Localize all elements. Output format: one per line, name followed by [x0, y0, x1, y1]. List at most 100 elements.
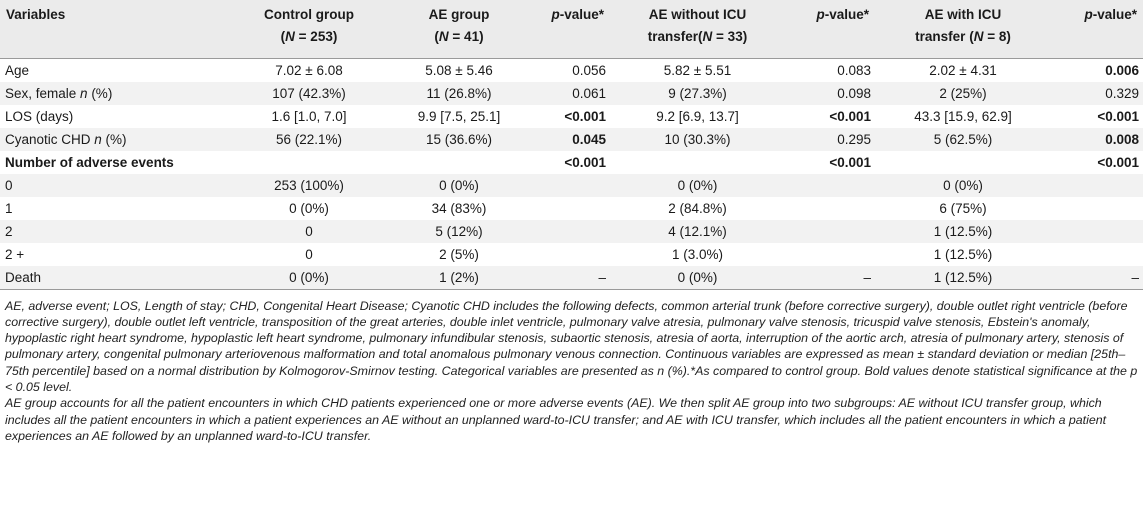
cell-ae: 1 (2%) — [439, 269, 479, 285]
table-row: Number of adverse events <0.001 <0.001 <0.0… — [0, 150, 1143, 174]
cell-variable: 2 — [5, 223, 13, 239]
cell-variable: Sex, female n (%) — [5, 85, 113, 101]
header-control-group: Control group (N = 253) — [224, 0, 394, 58]
cell-pvalue-noicu: 0.098 — [837, 85, 871, 101]
cell-ae: 15 (36.6%) — [425, 131, 493, 147]
cell-pvalue-ae: – — [598, 269, 606, 285]
cell-ae-noicu: 1 (3.0%) — [671, 246, 724, 262]
cell-pvalue-noicu: 0.295 — [837, 131, 871, 147]
cell-ae-icu: 43.3 [15.9, 62.9] — [914, 108, 1012, 124]
cell-ae — [394, 151, 524, 174]
cell-pvalue-icu: <0.001 — [1097, 154, 1139, 170]
table-header-row: Variables Control group (N = 253) AE gro… — [0, 0, 1143, 58]
cell-control: 1.6 [1.0, 7.0] — [271, 108, 347, 124]
cell-pvalue-ae — [524, 174, 610, 197]
cell-pvalue-icu — [1051, 220, 1143, 243]
header-ae-icu-n: transfer (N = 8) — [915, 29, 1011, 44]
cell-ae-icu: 1 (12.5%) — [933, 223, 993, 239]
cell-variable: 1 — [5, 200, 13, 216]
cell-pvalue-noicu — [785, 220, 875, 243]
cell-pvalue-noicu: <0.001 — [829, 154, 871, 170]
cell-pvalue-ae: <0.001 — [564, 154, 606, 170]
cell-ae-noicu: 10 (30.3%) — [664, 131, 731, 147]
cell-ae-noicu: 0 (0%) — [677, 177, 718, 193]
header-control-n: (N = 253) — [280, 29, 338, 44]
cell-pvalue-ae: 0.056 — [572, 62, 606, 78]
table-row: Sex, female n (%) 107 (42.3%) 11 (26.8%) 0.… — [0, 81, 1143, 105]
cell-variable: LOS (days) — [5, 108, 74, 124]
cell-ae: 34 (83%) — [431, 200, 487, 216]
cell-pvalue-ae: 0.045 — [572, 131, 606, 147]
cell-ae-icu: 6 (75%) — [939, 200, 987, 216]
header-ae-group: AE group (N = 41) — [394, 0, 524, 58]
table-row: 2 + 0 2 (5%) 1 (3.0%) 1 (12.5%) — [0, 242, 1143, 266]
cell-control: 0 — [305, 246, 313, 262]
header-ae-n: (N = 41) — [434, 29, 484, 44]
header-pvalue-3: p-value* — [1084, 7, 1137, 22]
cell-variable: 2 + — [5, 246, 25, 262]
cell-control: 253 (100%) — [274, 177, 344, 193]
cell-ae-noicu: 9.2 [6.9, 13.7] — [656, 108, 739, 124]
header-ae-with-icu: AE with ICU transfer (N = 8) — [875, 0, 1051, 58]
cell-pvalue-icu: 0.329 — [1105, 85, 1139, 101]
cell-control: 107 (42.3%) — [272, 85, 346, 101]
cell-ae-icu: 1 (12.5%) — [933, 246, 993, 262]
cell-pvalue-icu — [1051, 243, 1143, 266]
cell-ae-noicu: 9 (27.3%) — [668, 85, 727, 101]
cell-pvalue-icu: – — [1131, 269, 1139, 285]
cell-ae-icu: 0 (0%) — [943, 177, 983, 193]
cell-pvalue-icu: <0.001 — [1097, 108, 1139, 124]
cell-pvalue-noicu — [785, 174, 875, 197]
header-ae-noicu-n: transfer(N = 33) — [647, 29, 748, 44]
cell-control: 7.02 ± 6.08 — [275, 62, 343, 78]
cell-ae-noicu: 0 (0%) — [677, 269, 718, 285]
cell-ae: 2 (5%) — [439, 246, 479, 262]
footnote-abbreviations: AE, adverse event; LOS, Length of stay; … — [5, 298, 1138, 394]
cell-ae-icu: 1 (12.5%) — [933, 269, 993, 285]
cell-ae-icu — [875, 151, 1051, 174]
cell-pvalue-ae — [524, 220, 610, 243]
cell-variable: Age — [5, 62, 30, 78]
cell-ae-noicu: 4 (12.1%) — [668, 223, 727, 239]
cell-pvalue-icu — [1051, 174, 1143, 197]
cell-control: 0 (0%) — [289, 200, 329, 216]
cell-pvalue-noicu — [785, 197, 875, 220]
cell-control: 0 (0%) — [289, 269, 329, 285]
results-table: Variables Control group (N = 253) AE gro… — [0, 0, 1143, 289]
table-row: Death 0 (0%) 1 (2%) – 0 (0%) – 1 (12.5%) – — [0, 265, 1143, 289]
cell-ae: 0 (0%) — [439, 177, 479, 193]
cell-control: 56 (22.1%) — [275, 131, 343, 147]
table-row: Cyanotic CHD n (%) 56 (22.1%) 15 (36.6%) 0.… — [0, 127, 1143, 151]
cell-pvalue-ae — [524, 197, 610, 220]
cell-pvalue-noicu: <0.001 — [829, 108, 871, 124]
cell-pvalue-icu: 0.006 — [1105, 62, 1139, 78]
cell-ae: 5 (12%) — [435, 223, 483, 239]
footnote-group-definitions: AE group accounts for all the patient en… — [5, 396, 1107, 443]
table-row: 1 0 (0%) 34 (83%) 2 (84.8%) 6 (75%) — [0, 196, 1143, 220]
cell-pvalue-icu — [1051, 197, 1143, 220]
cell-ae: 11 (26.8%) — [426, 85, 492, 101]
cell-ae-noicu — [610, 151, 785, 174]
header-variables: Variables — [6, 7, 66, 22]
cell-variable: Death — [5, 269, 42, 285]
table-row: LOS (days) 1.6 [1.0, 7.0] 9.9 [7.5, 25.1] <… — [0, 104, 1143, 128]
cell-variable: Cyanotic CHD n (%) — [5, 131, 127, 147]
cell-ae-icu: 2.02 ± 4.31 — [929, 62, 997, 78]
header-pvalue-2: p-value* — [816, 7, 869, 22]
cell-pvalue-noicu — [785, 243, 875, 266]
cell-ae-icu: 5 (62.5%) — [933, 131, 993, 147]
cell-pvalue-ae: <0.001 — [564, 108, 606, 124]
cell-pvalue-ae: 0.061 — [572, 85, 606, 101]
cell-ae-icu: 2 (25%) — [939, 85, 987, 101]
cell-ae: 5.08 ± 5.46 — [425, 62, 493, 78]
cell-pvalue-noicu: 0.083 — [837, 62, 871, 78]
header-ae-without-icu: AE without ICU transfer(N = 33) — [610, 0, 785, 58]
table-row: Age 7.02 ± 6.08 5.08 ± 5.46 0.056 5.82 ± 5.5… — [0, 58, 1143, 82]
cell-control — [224, 151, 394, 174]
cell-pvalue-noicu: – — [863, 269, 871, 285]
header-pvalue-1: p-value* — [551, 7, 604, 22]
cell-ae: 9.9 [7.5, 25.1] — [417, 108, 501, 124]
cell-ae-noicu: 5.82 ± 5.51 — [663, 62, 732, 78]
cell-pvalue-icu: 0.008 — [1105, 131, 1139, 147]
